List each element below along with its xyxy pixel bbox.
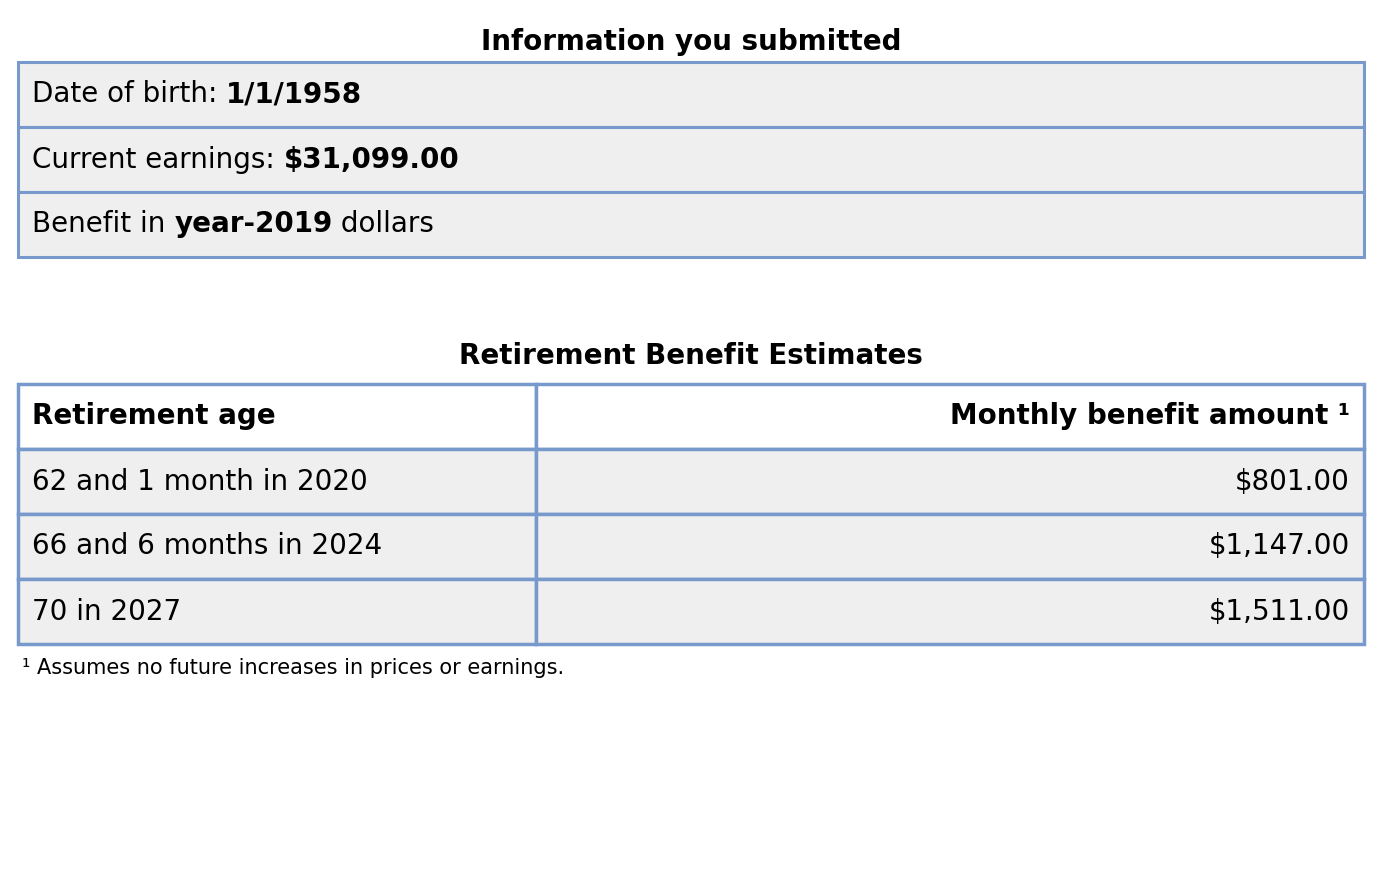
Bar <box>536 384 1364 449</box>
Bar <box>18 514 536 579</box>
Bar <box>536 514 1364 579</box>
Bar <box>18 127 1364 192</box>
Text: $1,511.00: $1,511.00 <box>1209 598 1350 625</box>
Text: Benefit in: Benefit in <box>32 211 174 238</box>
Bar <box>18 192 1364 257</box>
Text: Information you submitted: Information you submitted <box>481 28 901 56</box>
Bar <box>18 449 536 514</box>
Text: Current earnings:: Current earnings: <box>32 145 283 174</box>
Text: year-2019: year-2019 <box>174 211 333 238</box>
Bar <box>536 579 1364 644</box>
Text: 1/1/1958: 1/1/1958 <box>227 81 362 108</box>
Text: Retirement age: Retirement age <box>32 402 275 430</box>
Text: 62 and 1 month in 2020: 62 and 1 month in 2020 <box>32 468 368 495</box>
Text: $31,099.00: $31,099.00 <box>283 145 459 174</box>
Bar <box>536 449 1364 514</box>
Text: $801.00: $801.00 <box>1236 468 1350 495</box>
Text: ¹ Assumes no future increases in prices or earnings.: ¹ Assumes no future increases in prices … <box>22 658 564 678</box>
Text: $1,147.00: $1,147.00 <box>1209 532 1350 561</box>
Text: dollars: dollars <box>333 211 434 238</box>
Bar <box>18 384 536 449</box>
Text: Monthly benefit amount ¹: Monthly benefit amount ¹ <box>949 402 1350 430</box>
Bar <box>18 62 1364 127</box>
Text: Date of birth:: Date of birth: <box>32 81 227 108</box>
Text: 66 and 6 months in 2024: 66 and 6 months in 2024 <box>32 532 383 561</box>
Text: Retirement Benefit Estimates: Retirement Benefit Estimates <box>459 342 923 370</box>
Text: 70 in 2027: 70 in 2027 <box>32 598 181 625</box>
Bar <box>18 579 536 644</box>
